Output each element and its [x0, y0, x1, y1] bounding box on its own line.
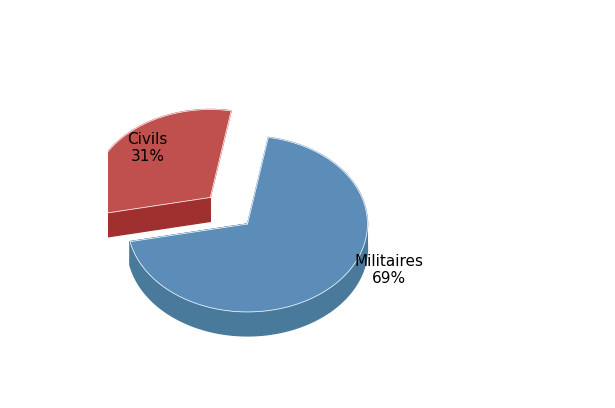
Polygon shape: [130, 220, 367, 336]
Text: Militaires
69%: Militaires 69%: [354, 254, 423, 286]
Text: Civils
31%: Civils 31%: [127, 131, 168, 164]
Polygon shape: [90, 194, 93, 239]
Polygon shape: [130, 224, 248, 266]
Polygon shape: [93, 197, 210, 239]
Polygon shape: [130, 137, 367, 312]
Polygon shape: [90, 109, 231, 215]
